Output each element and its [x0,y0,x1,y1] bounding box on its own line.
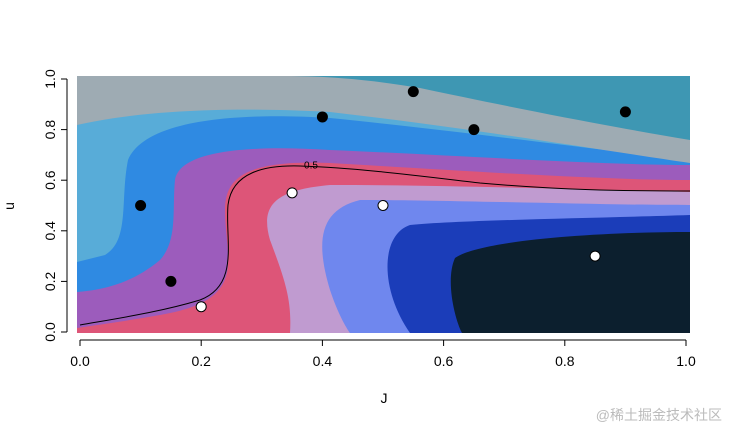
point [286,187,298,199]
y-tick-label: 0.4 [42,221,58,241]
y-tick-label: 0.8 [42,120,58,140]
point [377,200,389,211]
y-tick-label: 0.2 [42,271,58,291]
x-tick-label: 1.0 [676,353,696,369]
point [468,124,480,136]
contour-line [79,165,691,326]
point [165,275,177,287]
y-tick-label: 0.6 [42,170,58,190]
y-tick-label: 1.0 [42,69,58,89]
x-tick-label: 0.0 [70,353,90,369]
band-teal [280,76,690,140]
x-tick-label: 0.8 [555,353,575,369]
point [195,301,207,313]
y-tick-label: 0.0 [42,322,58,342]
y-axis-label: u [1,202,17,210]
point [135,200,147,211]
point [619,106,631,118]
x-tick-label: 0.4 [313,353,333,369]
watermark: @稀土掘金技术社区 [596,407,722,423]
x-tick-label: 0.6 [434,353,454,369]
point [407,86,419,98]
x-axis-label: J [381,390,388,406]
point [316,111,328,123]
contour-label: 0.5 [304,161,318,172]
point [589,250,601,262]
x-tick-label: 0.2 [191,353,211,369]
